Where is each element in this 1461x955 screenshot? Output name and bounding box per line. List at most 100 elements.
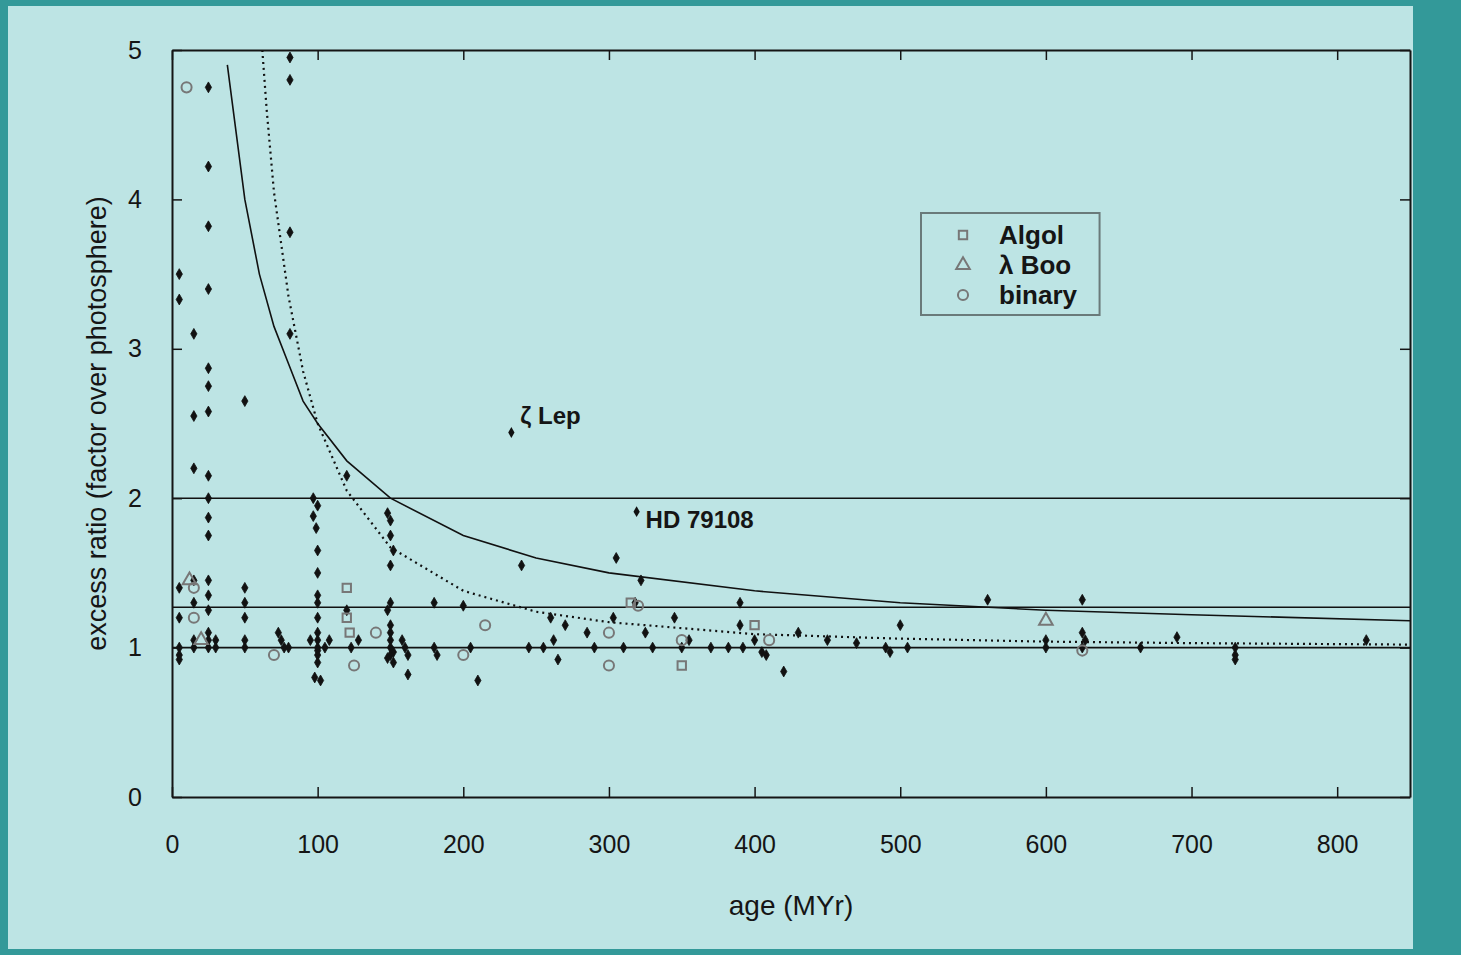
chart-container: 0100200300400500600700800012345age (MYr)… [0,0,1461,955]
legend-box [921,213,1100,315]
tick-mark [754,50,756,60]
data-point [781,666,787,677]
data-point [633,601,643,611]
data-point [242,582,248,593]
tick [1400,199,1410,200]
data-point [763,650,769,661]
data-point [310,493,316,504]
legend-label: Algol [999,220,1064,250]
data-point [387,530,393,541]
data-point [322,642,328,653]
tick-label: 1 [128,633,142,661]
tick: 400 [734,787,776,858]
data-point [480,620,490,630]
data-point [285,642,291,653]
tick-mark [172,647,182,649]
data-point [287,74,293,85]
tick-label: 400 [734,830,776,858]
data-point [176,654,182,665]
data-point [604,660,614,670]
data-point [405,669,411,680]
data-point [460,600,466,611]
data-point [287,328,293,339]
y-axis-title: excess ratio (factor over photosphere) [82,196,112,651]
data-point [1043,635,1049,646]
legend-symbol [958,290,968,300]
tick-mark [317,787,319,797]
data-point [390,657,396,668]
data-point [176,294,182,305]
tick [1400,50,1410,51]
legend-symbol [956,257,970,269]
data-point [678,661,686,669]
tick: 0 [128,783,182,811]
data-point [242,612,248,623]
tick-label: 0 [128,783,142,811]
tick-mark [900,50,902,60]
tick-mark [1400,498,1410,500]
tick-mark [172,199,182,201]
annotated-point [633,506,639,517]
data-point [584,627,590,638]
data-point [315,545,321,556]
data-point [287,227,293,238]
axis-line [1410,51,1412,798]
legend: Algolλ Boobinary [921,213,1100,315]
tick: 5 [128,36,182,64]
data-point [310,511,316,522]
legend-symbol [959,231,967,239]
data-point [242,642,248,653]
tick: 800 [1317,787,1359,858]
data-point [708,642,714,653]
plot-area [172,50,1410,686]
data-point [518,560,524,571]
data-point [475,675,481,686]
data-point [795,627,801,638]
data-point [315,567,321,578]
tick-mark [900,787,902,797]
data-point [205,605,211,616]
data-point [348,642,354,653]
data-point [540,642,546,653]
curve-line [172,497,1410,499]
tick-mark [754,787,756,797]
tick [755,50,756,60]
tick-label: 200 [443,830,485,858]
data-point [269,650,279,660]
data-point [751,635,757,646]
data-point [764,635,774,645]
data-point [315,612,321,623]
data-point [562,620,568,631]
data-point [431,597,437,608]
chart-svg: 0100200300400500600700800012345age (MYr)… [0,0,1461,955]
data-point [205,470,211,481]
data-point [205,575,211,586]
data-point [642,627,648,638]
data-point [176,582,182,593]
tick-label: 5 [128,36,142,64]
data-point [405,650,411,661]
data-point [555,654,561,665]
background-panel [8,6,1413,949]
data-point [897,620,903,631]
tick-mark [1400,199,1410,201]
data-point [1039,613,1053,625]
axis-line [173,797,1411,799]
tick: 300 [589,787,631,858]
data-point [740,642,746,653]
data-point [205,221,211,232]
tick-mark [609,50,611,60]
data-point [467,642,473,653]
tick: 700 [1171,787,1213,858]
data-point [548,612,554,623]
tick: 3 [128,334,182,362]
tick-label: 700 [1171,830,1213,858]
legend-label: λ Boo [999,250,1071,280]
tick-label: 500 [880,830,922,858]
tick-mark [463,787,465,797]
tick [463,50,464,60]
tick-mark [172,797,182,799]
tick: 2 [128,484,182,512]
data-point [205,493,211,504]
data-point [191,463,197,474]
